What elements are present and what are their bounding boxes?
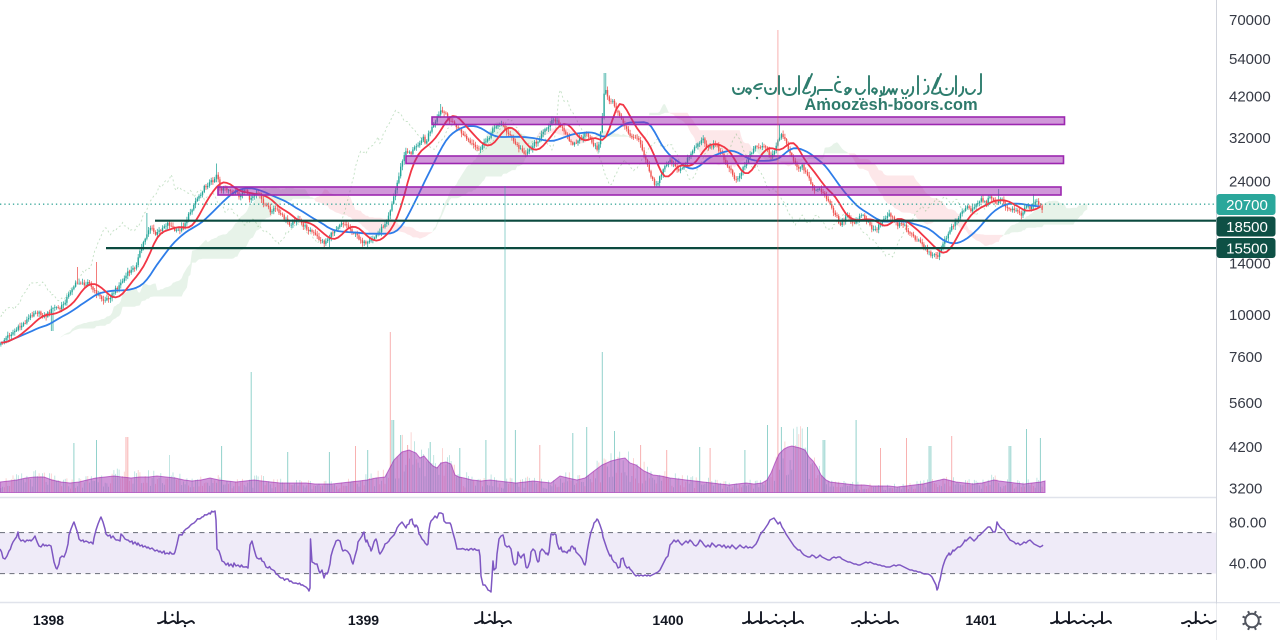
svg-text:54000: 54000	[1229, 51, 1271, 68]
svg-text:42000: 42000	[1229, 89, 1271, 106]
svg-text:32000: 32000	[1229, 130, 1271, 147]
svg-text:18500: 18500	[1226, 219, 1268, 236]
svg-text:15500: 15500	[1226, 240, 1268, 257]
svg-text:Amoozesh-boors.com: Amoozesh-boors.com	[804, 96, 977, 114]
svg-text:10000: 10000	[1229, 307, 1271, 324]
svg-text:5600: 5600	[1229, 395, 1262, 412]
svg-text:1401: 1401	[965, 612, 996, 628]
svg-text:1400: 1400	[652, 612, 683, 628]
svg-text:4200: 4200	[1229, 439, 1262, 456]
svg-text:1398: 1398	[33, 612, 64, 628]
svg-text:20700: 20700	[1226, 197, 1268, 214]
svg-text:24000: 24000	[1229, 174, 1271, 191]
svg-text:3200: 3200	[1229, 481, 1262, 498]
svg-text:70000: 70000	[1229, 12, 1271, 29]
svg-text:14000: 14000	[1229, 256, 1271, 273]
svg-text:40.00: 40.00	[1229, 556, 1267, 573]
svg-text:1399: 1399	[348, 612, 379, 628]
svg-text:7600: 7600	[1229, 349, 1262, 366]
svg-text:80.00: 80.00	[1229, 515, 1267, 532]
